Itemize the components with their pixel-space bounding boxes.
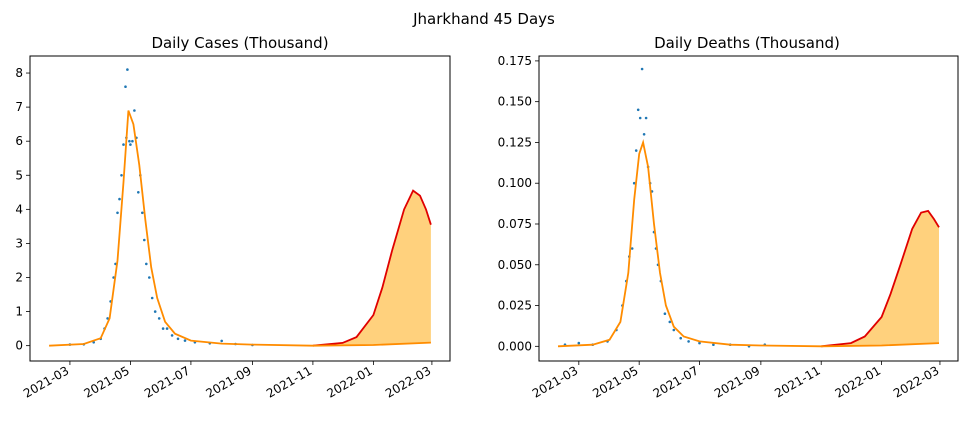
data-point <box>131 139 134 143</box>
chart-deaths-title: Daily Deaths (Thousand) <box>654 34 840 52</box>
data-point <box>220 339 223 343</box>
x-tick-label: 2021-07 <box>142 363 192 400</box>
x-tick-label: 2022-01 <box>324 363 374 400</box>
x-tick-label: 2021-03 <box>530 363 580 400</box>
data-point <box>161 327 165 330</box>
chart-cases-plot <box>49 68 432 347</box>
data-point <box>124 85 127 88</box>
x-tick-label: 2021-09 <box>712 363 762 400</box>
x-tick-label: 2021-11 <box>264 363 314 400</box>
data-point <box>145 262 148 266</box>
data-point <box>663 312 667 316</box>
data-point <box>577 341 581 345</box>
forecast-band <box>312 190 431 346</box>
forecast-line <box>312 189 432 347</box>
y-tick-label: 7 <box>15 100 23 114</box>
data-point <box>176 337 180 341</box>
chart-deaths: Daily Deaths (Thousand) 0.0000.0250.0500… <box>498 34 959 401</box>
data-point <box>632 181 636 185</box>
data-point <box>165 327 169 330</box>
forecast-line <box>821 209 940 348</box>
chart-deaths-plot <box>557 67 940 348</box>
data-point <box>698 341 701 345</box>
chart-cases-frame <box>29 55 451 362</box>
x-tick-label: 2021-05 <box>81 363 131 400</box>
y-tick-label: 0.175 <box>498 54 532 68</box>
chart-deaths-axes: 0.000 0.025 0.050 0.075 0.100 0.125 0.150 0.175… <box>498 54 942 401</box>
x-tick-label: 2021-03 <box>21 363 71 400</box>
x-tick-label: 2021-11 <box>772 363 822 400</box>
y-tick-label: 2 <box>15 271 23 285</box>
data-point <box>640 67 644 71</box>
y-tick-label: 0.000 <box>498 339 532 353</box>
x-tick-label: 2021-09 <box>203 363 253 400</box>
y-tick-label: 6 <box>15 134 23 148</box>
chart-cases-title: Daily Cases (Thousand) <box>151 34 328 52</box>
fit-line <box>557 138 940 348</box>
data-point <box>122 143 125 146</box>
data-point <box>672 328 676 332</box>
y-tick-label: 5 <box>15 168 23 182</box>
data-point <box>118 197 121 201</box>
forecast-band <box>821 210 939 347</box>
data-point <box>126 68 129 71</box>
data-point <box>137 191 140 194</box>
y-tick-label: 0.125 <box>498 135 532 149</box>
data-point <box>116 211 119 215</box>
data-point <box>143 238 146 242</box>
data-point <box>679 336 682 340</box>
chart-cases-axes: 0 1 2 3 4 5 6 7 8 2021-03 2021-05 2021-07 2021-09 202… <box>15 66 433 401</box>
data-point <box>642 133 646 136</box>
y-tick-label: 0.150 <box>498 95 532 109</box>
x-tick-label: 2022-01 <box>833 363 883 400</box>
y-tick-label: 0.050 <box>498 258 532 272</box>
y-tick-label: 1 <box>15 305 23 319</box>
x-tick-label: 2021-07 <box>651 363 701 400</box>
data-point <box>148 276 151 279</box>
chart-cases: Daily Cases (Thousand) 0 1 2 3 4 5 6 7 8 2021-03 2… <box>15 34 451 401</box>
x-tick-label: 2022-03 <box>383 363 433 400</box>
data-point <box>106 317 109 320</box>
data-point <box>128 139 131 143</box>
chart-deaths-frame <box>538 55 959 362</box>
y-tick-label: 3 <box>15 236 23 250</box>
data-point <box>141 211 144 215</box>
data-point <box>170 334 174 337</box>
y-tick-label: 8 <box>15 66 23 80</box>
data-point <box>120 174 123 177</box>
data-point <box>157 317 161 320</box>
y-tick-label: 0.025 <box>498 299 532 313</box>
y-tick-label: 4 <box>15 202 23 216</box>
data-point <box>687 340 690 343</box>
fit-line <box>49 110 431 347</box>
data-point <box>153 310 157 313</box>
y-tick-label: 0.075 <box>498 217 532 231</box>
data-point <box>712 343 715 347</box>
figure-suptitle: Jharkhand 45 Days <box>412 10 555 28</box>
data-point <box>636 108 640 112</box>
data-point <box>668 320 672 324</box>
data-point <box>634 149 638 152</box>
x-tick-label: 2022-03 <box>891 363 941 400</box>
data-point <box>630 247 634 250</box>
data-point <box>129 143 132 146</box>
y-tick-label: 0.100 <box>498 176 532 190</box>
data-point <box>644 116 648 120</box>
data-point <box>133 109 136 112</box>
data-point <box>638 116 642 120</box>
data-point <box>183 339 187 342</box>
x-tick-label: 2021-05 <box>590 363 640 400</box>
y-tick-label: 0 <box>15 339 23 353</box>
data-point <box>150 296 154 300</box>
